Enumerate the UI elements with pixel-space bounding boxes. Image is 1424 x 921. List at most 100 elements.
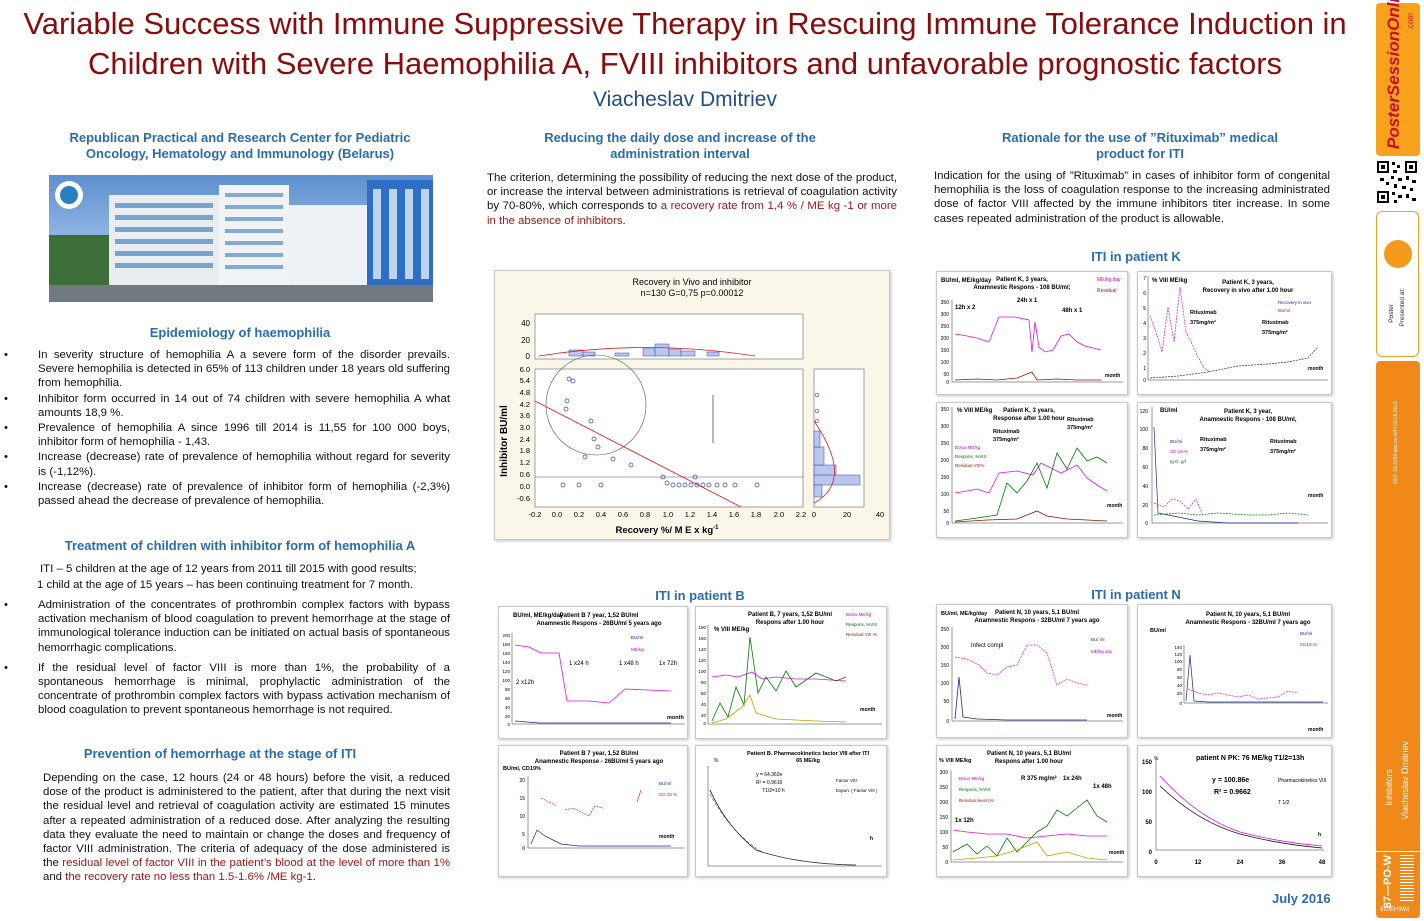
svg-text:48: 48 bbox=[1319, 860, 1326, 866]
svg-text:0: 0 bbox=[812, 510, 816, 519]
patient-b-response-chart: % VIII МЕ/kg Patient B, 7 years, 1,52 BU… bbox=[695, 606, 887, 739]
svg-text:100: 100 bbox=[698, 669, 706, 674]
prevention-text: Depending on the case, 12 hours (24 or 4… bbox=[43, 772, 450, 884]
svg-text:40: 40 bbox=[1177, 683, 1183, 688]
svg-text:BU/ml: BU/ml bbox=[1160, 408, 1178, 414]
poster-author: Viacheslav Dmitriev bbox=[592, 88, 777, 111]
svg-text:month: month bbox=[860, 707, 875, 713]
svg-text:Infect compl: Infect compl bbox=[971, 643, 1003, 649]
svg-text:0.2: 0.2 bbox=[574, 510, 584, 519]
svg-text:24: 24 bbox=[1237, 860, 1244, 866]
svg-text:60: 60 bbox=[1142, 465, 1148, 471]
institute-heading: Republican Practical and Research Center… bbox=[69, 130, 411, 161]
svg-text:Expon. ( Factor VIII ): Expon. ( Factor VIII ) bbox=[836, 788, 878, 793]
svg-text:0.6: 0.6 bbox=[520, 470, 530, 479]
svg-text:y = 100.86e: y = 100.86e bbox=[1212, 777, 1249, 784]
iti-patient-b-heading: ITI in patient B bbox=[655, 588, 745, 603]
svg-text:40: 40 bbox=[701, 702, 707, 707]
barcode-icon bbox=[1400, 855, 1414, 901]
svg-text:0: 0 bbox=[946, 380, 949, 386]
svg-text:BU/ml, CD19%: BU/ml, CD19% bbox=[503, 766, 541, 772]
svg-text:20: 20 bbox=[519, 778, 525, 784]
patient-n-cd19-chart: BU/ml Patient N, 10 years, 5,1 BU/ml Ana… bbox=[1137, 604, 1332, 738]
svg-text:375mg/m²: 375mg/m² bbox=[1270, 448, 1296, 455]
list-item: Administration of the concentrates of pr… bbox=[0, 598, 450, 655]
svg-text:month: month bbox=[1308, 493, 1323, 499]
svg-text:Pharmacokinetics VIII: Pharmacokinetics VIII bbox=[1278, 778, 1326, 784]
svg-text:1 x48 h: 1 x48 h bbox=[619, 661, 639, 667]
list-item: Increase (decrease) rate of prevalence o… bbox=[0, 450, 450, 478]
svg-text:Respons, %VIII: Respons, %VIII bbox=[959, 787, 990, 792]
svg-text:Patient K, 3 years,: Patient K, 3 years, bbox=[1222, 280, 1274, 286]
svg-text:CD 19 %: CD 19 % bbox=[659, 792, 677, 797]
presented-at-panel: Poster Presented at: bbox=[1376, 211, 1419, 357]
svg-text:150: 150 bbox=[1142, 760, 1153, 766]
svg-text:CD19,%: CD19,% bbox=[1300, 642, 1317, 647]
svg-text:Patient N, 10 years, 5,1 BU/ml: Patient N, 10 years, 5,1 BU/ml bbox=[995, 610, 1079, 616]
svg-text:60: 60 bbox=[1177, 675, 1183, 680]
svg-text:BU/ml, МЕ/kg/day: BU/ml, МЕ/kg/day bbox=[513, 613, 564, 619]
svg-text:0.0: 0.0 bbox=[520, 482, 530, 491]
svg-text:Patient K, 3 year,: Patient K, 3 year, bbox=[1224, 409, 1272, 415]
svg-text:350: 350 bbox=[941, 300, 950, 306]
svg-text:5: 5 bbox=[522, 832, 525, 838]
x-axis-label: Recovery %/ M E x kg-1 bbox=[615, 525, 719, 536]
hospital-photo bbox=[49, 175, 433, 302]
svg-text:T1/2=10 h: T1/2=10 h bbox=[762, 788, 785, 794]
postersessiononline-logo[interactable]: PosterSessionOnline .com bbox=[1376, 0, 1420, 156]
poster-date: July 2016 bbox=[1272, 891, 1331, 906]
svg-text:6.0: 6.0 bbox=[520, 365, 530, 374]
svg-text:Residual: Residual bbox=[1097, 288, 1116, 294]
reducing-dose-heading: Reducing the daily dose and increase of … bbox=[544, 130, 816, 161]
svg-text:Ig G, g/l: Ig G, g/l bbox=[1170, 459, 1186, 464]
svg-text:375mg/m²: 375mg/m² bbox=[993, 436, 1019, 443]
svg-text:0: 0 bbox=[522, 846, 525, 852]
svg-text:0: 0 bbox=[1143, 378, 1146, 384]
reducing-dose-text: The criterion, determining the possibili… bbox=[487, 172, 897, 227]
svg-text:%: % bbox=[714, 758, 719, 764]
qr-code-icon[interactable] bbox=[1376, 160, 1418, 204]
svg-text:375mg/m²: 375mg/m² bbox=[1200, 446, 1226, 453]
svg-text:50: 50 bbox=[943, 372, 949, 378]
patient-b-cd19-chart: BU/ml, CD19% Patient B 7 year, 1,52 BU/m… bbox=[498, 745, 688, 877]
svg-text:month: month bbox=[1105, 373, 1120, 379]
svg-text:250: 250 bbox=[940, 785, 949, 791]
svg-text:40: 40 bbox=[1142, 484, 1148, 490]
svg-text:Rituximab: Rituximab bbox=[993, 429, 1020, 435]
svg-text:40: 40 bbox=[521, 319, 530, 328]
svg-text:T 1/2: T 1/2 bbox=[1278, 800, 1290, 806]
svg-text:Residual VIII%: Residual VIII% bbox=[955, 463, 985, 468]
svg-text:Anamnestic Respons - 32BU/ml 7: Anamnestic Respons - 32BU/ml 7 years ago bbox=[974, 618, 1099, 624]
patient-k-response-chart: % VIII МЕ/kg Patient K, 3 years, Respons… bbox=[936, 402, 1128, 538]
svg-text:month: month bbox=[659, 834, 674, 840]
poster-title: Variable Success with Immune Suppressive… bbox=[20, 4, 1350, 84]
svg-text:2: 2 bbox=[1143, 351, 1146, 357]
svg-text:50: 50 bbox=[942, 845, 948, 851]
svg-text:48h x 1: 48h x 1 bbox=[1062, 308, 1083, 314]
svg-text:Patient B 7 year, 1,52 BU/ml: Patient B 7 year, 1,52 BU/ml bbox=[560, 751, 639, 757]
svg-text:h: h bbox=[870, 836, 873, 842]
svg-text:80: 80 bbox=[505, 687, 511, 692]
svg-text:200: 200 bbox=[502, 633, 510, 638]
svg-text:300: 300 bbox=[940, 770, 949, 776]
svg-text:0: 0 bbox=[946, 521, 949, 527]
svg-text:100: 100 bbox=[1174, 659, 1182, 664]
svg-text:5: 5 bbox=[1143, 306, 1146, 312]
svg-text:1.2: 1.2 bbox=[520, 458, 530, 467]
svg-text:BU/ ml: BU/ ml bbox=[1091, 637, 1105, 642]
svg-text:180: 180 bbox=[698, 625, 706, 630]
epidemiology-heading: Epidemiology of haemophilia bbox=[149, 325, 331, 340]
svg-text:0: 0 bbox=[1149, 850, 1153, 856]
svg-text:3: 3 bbox=[1143, 336, 1146, 342]
svg-text:100: 100 bbox=[940, 830, 949, 836]
svg-text:100: 100 bbox=[941, 492, 950, 498]
svg-text:4.2: 4.2 bbox=[520, 400, 530, 409]
svg-text:BU/ml: BU/ml bbox=[1278, 308, 1290, 313]
svg-text:Bolus МЕ/kg: Bolus МЕ/kg bbox=[846, 612, 872, 617]
svg-text:Patient K, 3 years,: Patient K, 3 years, bbox=[1003, 408, 1055, 414]
svg-text:0: 0 bbox=[946, 719, 949, 725]
epidemiology-list: In severity structure of hemophilia A a … bbox=[0, 348, 450, 509]
svg-text:% VIII МЕ/kg: % VIII МЕ/kg bbox=[1152, 278, 1188, 284]
svg-text:65 МЕ/kg: 65 МЕ/kg bbox=[796, 758, 820, 764]
svg-text:Anamnestic Respons - 32BU/ml 7: Anamnestic Respons - 32BU/ml 7 years ago bbox=[1185, 620, 1310, 626]
